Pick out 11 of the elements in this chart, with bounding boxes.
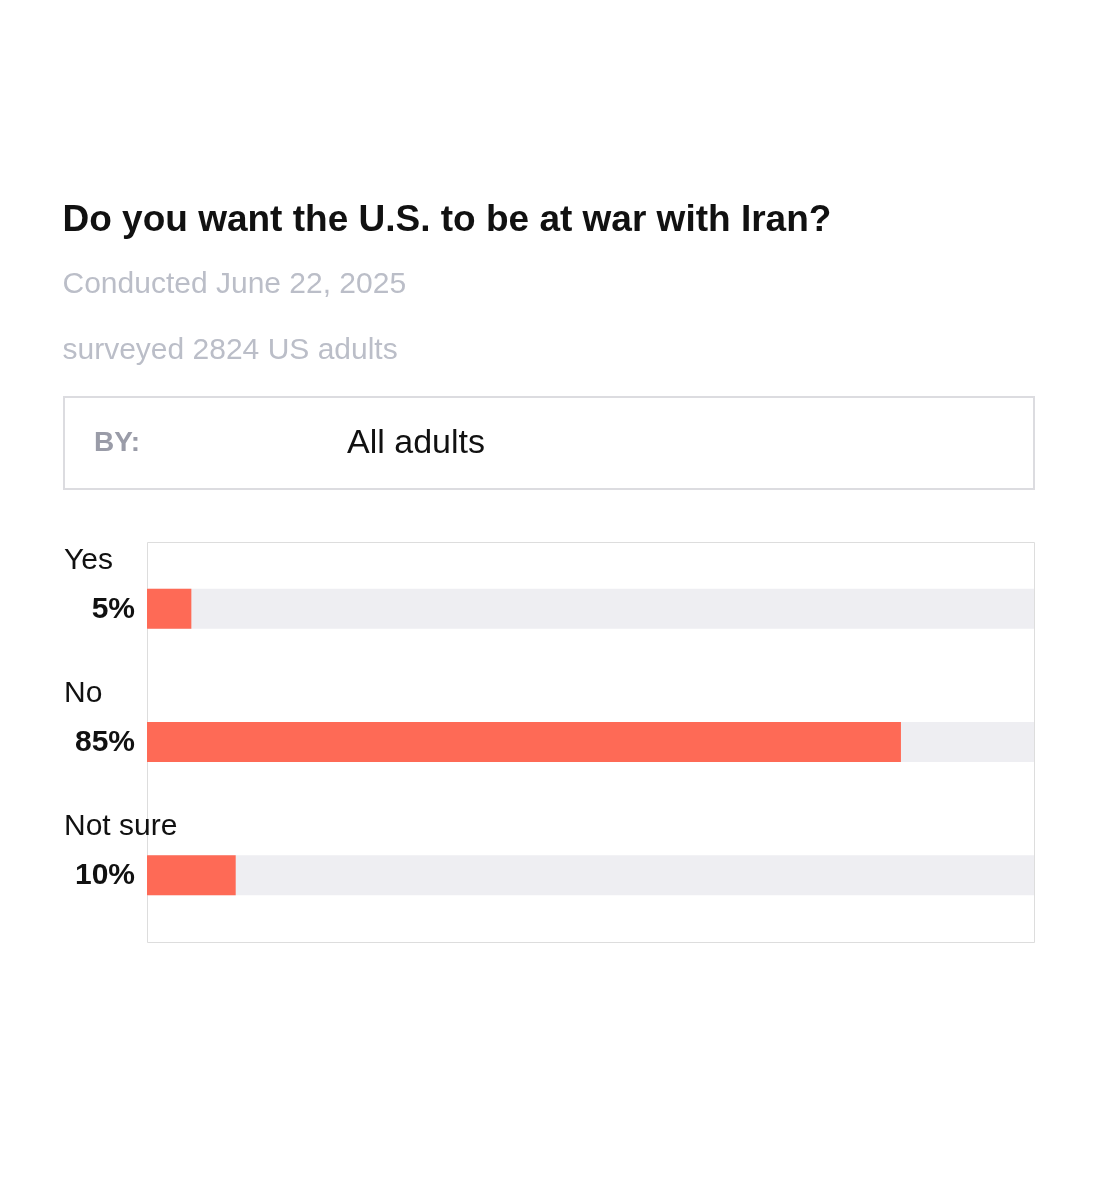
data-label: 85% <box>74 724 135 757</box>
text: All adults <box>347 422 485 460</box>
chart-subtitle: Conducted June 22, 2025 <box>62 265 407 299</box>
data-label: 5% <box>91 590 135 624</box>
chart-title: Do you want the U.S. to be at war with Iran? <box>62 197 832 239</box>
y-tick-label: Yes <box>64 541 113 575</box>
y-tick-label: No <box>64 675 103 708</box>
text: surveyed 2824 US adults <box>62 331 398 365</box>
data-label: 10% <box>74 857 135 891</box>
text: BY: <box>94 426 141 457</box>
y-tick-label: Not sure <box>64 808 178 842</box>
